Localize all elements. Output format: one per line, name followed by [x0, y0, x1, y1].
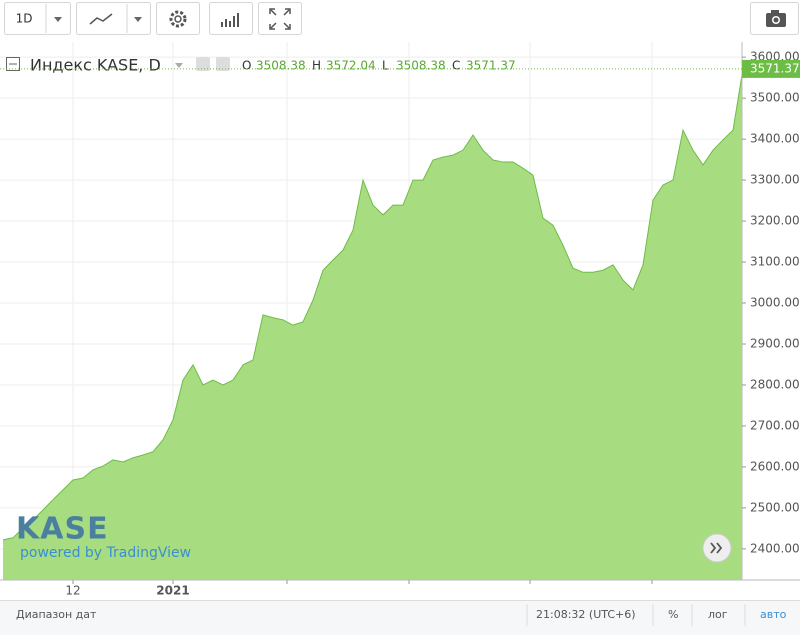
watermark-powered: powered by TradingView	[20, 545, 191, 561]
ohlc-value: 3572.04	[326, 59, 376, 73]
chart-style-button[interactable]	[76, 2, 151, 35]
ohlc-label: C	[452, 59, 460, 73]
auto-toggle[interactable]: авто	[760, 608, 787, 621]
chart	[0, 42, 744, 580]
date-range[interactable]: Диапазон дат	[16, 608, 97, 621]
ohlc-label: H	[312, 59, 321, 73]
y-tick-label: 2800.00	[750, 377, 800, 391]
y-tick-label: 3400.00	[750, 132, 800, 146]
y-tick-label: 2400.00	[750, 541, 800, 555]
y-tick-label: 3300.00	[750, 173, 800, 187]
y-tick-label: 3000.00	[750, 296, 800, 310]
price-badge	[742, 59, 800, 78]
fullscreen-button[interactable]	[258, 2, 302, 35]
footer-bg	[0, 600, 800, 635]
price-badge-label: 3571.37	[750, 61, 800, 75]
y-tick-label: 2600.00	[750, 459, 800, 473]
watermark-logo: KASE	[16, 512, 109, 547]
y-tick-label: 3200.00	[750, 214, 800, 228]
ohlc-legend: O 3508.38 H 3572.04 L 3508.38 C 3571.37	[242, 59, 516, 73]
ohlc-value: 3508.38	[256, 59, 306, 73]
time-axis	[0, 580, 800, 600]
y-tick-label: 2700.00	[750, 418, 800, 432]
area	[3, 68, 743, 580]
footer: Диапазон дат 21:08:32 (UTC+6) % лог авто	[0, 600, 800, 635]
scroll-button[interactable]	[702, 533, 732, 563]
percent-toggle[interactable]: %	[668, 608, 678, 621]
interval-button[interactable]	[4, 2, 71, 35]
settings-button[interactable]	[156, 2, 200, 35]
x-tick-label: 12	[65, 584, 80, 598]
chart-title: Индекс KASE, D	[30, 56, 161, 75]
ohlc-label: L	[382, 59, 389, 73]
indicators-button[interactable]	[209, 2, 253, 35]
price-axis	[742, 42, 800, 580]
y-tick-label: 3100.00	[750, 255, 800, 269]
toolbar: 1D	[0, 0, 800, 38]
ohlc-label: O	[242, 59, 251, 73]
ohlc-value: 3571.37	[466, 59, 516, 73]
interval: 1D	[16, 12, 33, 26]
y-tick-label: 2500.00	[750, 500, 800, 514]
log-toggle[interactable]: лог	[708, 608, 728, 621]
line	[2, 68, 744, 541]
x-tick-label: 2021	[156, 584, 189, 598]
time: 21:08:32 (UTC+6)	[536, 608, 636, 621]
y-tick-label: 2900.00	[750, 336, 800, 350]
y-tick-label: 3500.00	[750, 91, 800, 105]
ohlc-value: 3508.38	[396, 59, 446, 73]
